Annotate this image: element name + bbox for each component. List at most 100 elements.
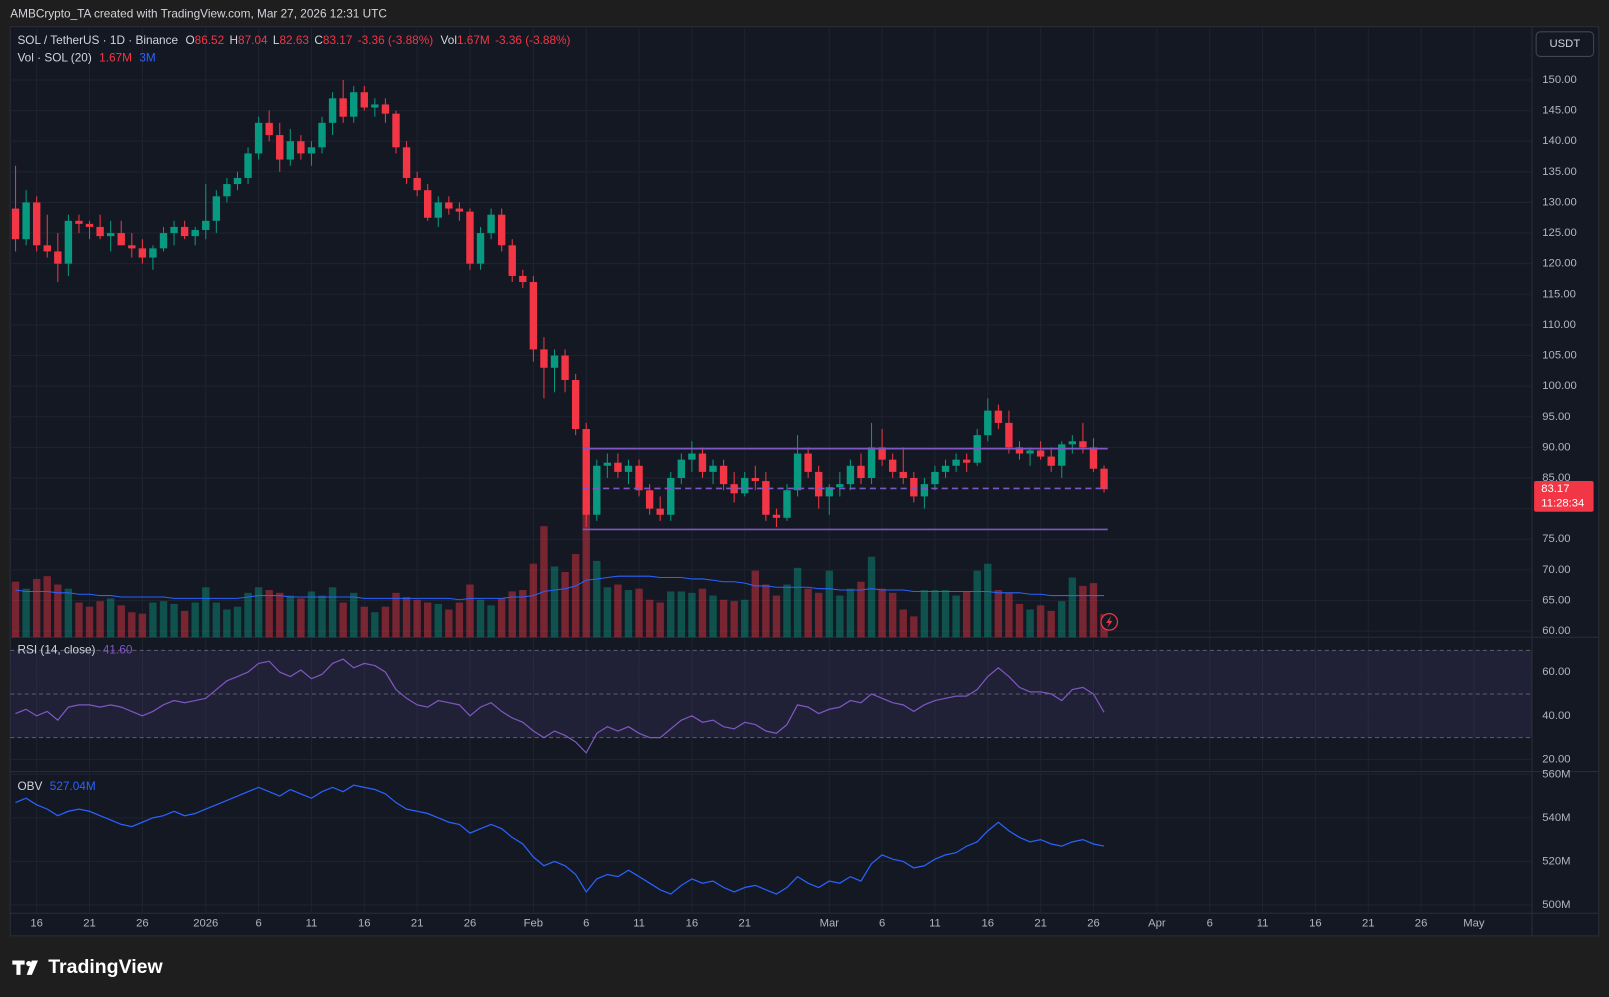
candle-body bbox=[254, 122, 263, 154]
candle-body bbox=[561, 355, 569, 381]
candle-body bbox=[624, 465, 633, 472]
volume-bar bbox=[941, 590, 950, 638]
candle-body bbox=[85, 223, 94, 227]
volume-bar bbox=[920, 590, 929, 638]
volume-bar bbox=[772, 595, 781, 638]
volume-bar bbox=[149, 602, 157, 638]
volume-value: 1.67M bbox=[99, 51, 132, 65]
currency[interactable]: USDT bbox=[1550, 38, 1581, 50]
legend-main: SOL / TetherUS · 1D · Binance O86.52 H87… bbox=[17, 33, 570, 47]
candle-body bbox=[265, 122, 273, 136]
legend-obv: OBV 527.04M bbox=[17, 779, 95, 793]
candle-body bbox=[1079, 441, 1087, 448]
volume-bar bbox=[212, 602, 221, 638]
volume-bar bbox=[1015, 603, 1024, 638]
candle-body bbox=[529, 282, 538, 350]
y-tick-label: 65.00 bbox=[1542, 594, 1570, 606]
x-tick-label: 2026 bbox=[193, 918, 218, 930]
volume-bar bbox=[603, 587, 612, 638]
legend-label: H bbox=[230, 33, 239, 47]
candle-body bbox=[1100, 468, 1108, 490]
candle-body bbox=[1026, 450, 1034, 454]
volume-bar bbox=[318, 595, 326, 638]
volume-bar bbox=[360, 606, 368, 638]
volume-bar bbox=[297, 598, 305, 638]
volume-bar bbox=[888, 592, 897, 638]
x-tick-label: 16 bbox=[358, 918, 371, 930]
volume-bar bbox=[709, 595, 717, 638]
x-tick-label: 26 bbox=[1087, 918, 1100, 930]
volume-bar bbox=[106, 598, 115, 638]
candle-body bbox=[64, 220, 73, 264]
candle-body bbox=[487, 214, 495, 234]
volume-bar bbox=[593, 560, 601, 638]
candle-body bbox=[128, 245, 136, 249]
volume-bar bbox=[984, 563, 992, 638]
volume-bar bbox=[878, 588, 886, 638]
candle-body bbox=[476, 233, 485, 264]
volume-bar bbox=[466, 584, 474, 638]
candle-body bbox=[75, 220, 83, 224]
volume-bar bbox=[1047, 610, 1055, 638]
candle-body bbox=[117, 233, 125, 246]
volume-bar bbox=[815, 592, 823, 638]
candle-body bbox=[244, 153, 252, 178]
candle-body bbox=[466, 211, 474, 264]
volume-bar bbox=[180, 610, 189, 638]
volume-bar bbox=[96, 601, 104, 638]
candle-body bbox=[1047, 456, 1055, 466]
rsi-value: 41.60 bbox=[103, 643, 133, 657]
candle-body bbox=[328, 98, 337, 123]
y-tick-label: 540M bbox=[1542, 812, 1570, 824]
volume-bar bbox=[962, 591, 971, 638]
currency-button[interactable] bbox=[1535, 31, 1595, 57]
volume-bar bbox=[698, 588, 707, 638]
candle-body bbox=[984, 410, 992, 436]
legend-value: 83.17 bbox=[323, 33, 353, 47]
rsi-title: RSI (14, close) bbox=[17, 643, 95, 657]
y-tick-label: 85.00 bbox=[1542, 472, 1570, 484]
candle-body bbox=[402, 147, 411, 178]
alert-icon[interactable] bbox=[1100, 613, 1119, 631]
volume-bar bbox=[11, 581, 20, 638]
candle-body bbox=[360, 92, 368, 108]
volume-bar bbox=[307, 591, 316, 638]
volume-bar bbox=[804, 588, 812, 638]
logo-text: TradingView bbox=[48, 956, 163, 978]
candle-body bbox=[1058, 444, 1066, 466]
candle-body bbox=[941, 465, 950, 472]
candle-body bbox=[106, 233, 115, 237]
volume-bar bbox=[540, 526, 548, 638]
last-price-badge bbox=[1534, 481, 1594, 512]
volume-bar bbox=[645, 599, 654, 638]
volume-bar bbox=[836, 595, 844, 638]
candle-body bbox=[423, 190, 432, 218]
header-title: AMBCrypto_TA created with TradingView.co… bbox=[10, 6, 387, 20]
y-tick-label: 500M bbox=[1542, 899, 1570, 911]
candle-body bbox=[688, 453, 696, 460]
volume-bar bbox=[1068, 577, 1077, 638]
x-tick-label: 6 bbox=[1207, 918, 1213, 930]
candle-body bbox=[233, 177, 242, 185]
x-tick-label: 26 bbox=[1415, 918, 1428, 930]
volume-bar bbox=[582, 498, 590, 638]
x-tick-label: 21 bbox=[83, 918, 96, 930]
obv-line bbox=[15, 784, 1105, 895]
volume-bar bbox=[688, 592, 696, 638]
candle-body bbox=[783, 490, 791, 518]
volume-bar bbox=[825, 570, 833, 638]
volume-bar bbox=[455, 602, 464, 638]
volume-bar bbox=[392, 592, 400, 638]
legend-rsi: RSI (14, close) 41.60 bbox=[17, 643, 132, 657]
volume-bar bbox=[286, 595, 295, 638]
candle-body bbox=[825, 487, 833, 497]
volume-bar bbox=[64, 588, 73, 638]
x-tick-label: 6 bbox=[583, 918, 589, 930]
y-tick-label: 115.00 bbox=[1542, 288, 1576, 300]
volume-bar bbox=[1026, 609, 1034, 638]
candle-body bbox=[793, 453, 802, 491]
volume-bar bbox=[487, 605, 495, 638]
candle-body bbox=[994, 410, 1003, 423]
candle-body bbox=[698, 453, 707, 472]
volume-bar bbox=[624, 590, 633, 638]
